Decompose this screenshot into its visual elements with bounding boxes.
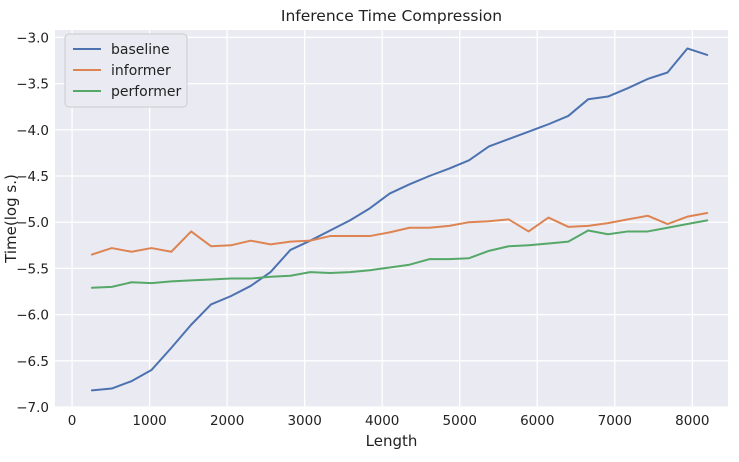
y-tick-label: −4.0 [16, 123, 49, 139]
x-axis-label: Length [366, 432, 418, 450]
x-tick-label: 6000 [520, 413, 554, 429]
legend-label-performer: performer [111, 84, 182, 100]
series-line-performer [90, 219, 709, 289]
legend-label-informer: informer [111, 63, 171, 79]
y-tick-label: −4.5 [16, 169, 49, 185]
series-lines [90, 47, 709, 392]
y-axis-label: Time(log s.) [2, 174, 20, 264]
x-tick-label: 4000 [365, 413, 399, 429]
x-tick-label: 7000 [598, 413, 632, 429]
chart-title: Inference Time Compression [281, 7, 502, 25]
y-tick-label: −3.0 [16, 30, 49, 46]
series-line-informer [90, 211, 709, 256]
legend-box [64, 33, 188, 108]
x-tick-label: 8000 [675, 413, 709, 429]
y-tick-label: −6.5 [16, 354, 49, 370]
y-tick-label: −7.0 [16, 400, 49, 416]
series-line-baseline [90, 47, 709, 392]
y-tick-label: −3.5 [16, 77, 49, 93]
tick-labels: 0 1000 2000 3000 4000 5000 6000 7000 8000 −7.0 −6.… [16, 30, 709, 429]
x-tick-label: 0 [68, 413, 77, 429]
x-tick-label: 1000 [132, 413, 166, 429]
x-tick-label: 3000 [287, 413, 321, 429]
x-tick-label: 5000 [443, 413, 477, 429]
legend: baseline informer performer [64, 33, 188, 108]
y-tick-label: −5.0 [16, 215, 49, 231]
x-tick-label: 2000 [210, 413, 244, 429]
legend-label-baseline: baseline [111, 42, 170, 58]
y-tick-label: −6.0 [16, 308, 49, 324]
y-tick-label: −5.5 [16, 261, 49, 277]
